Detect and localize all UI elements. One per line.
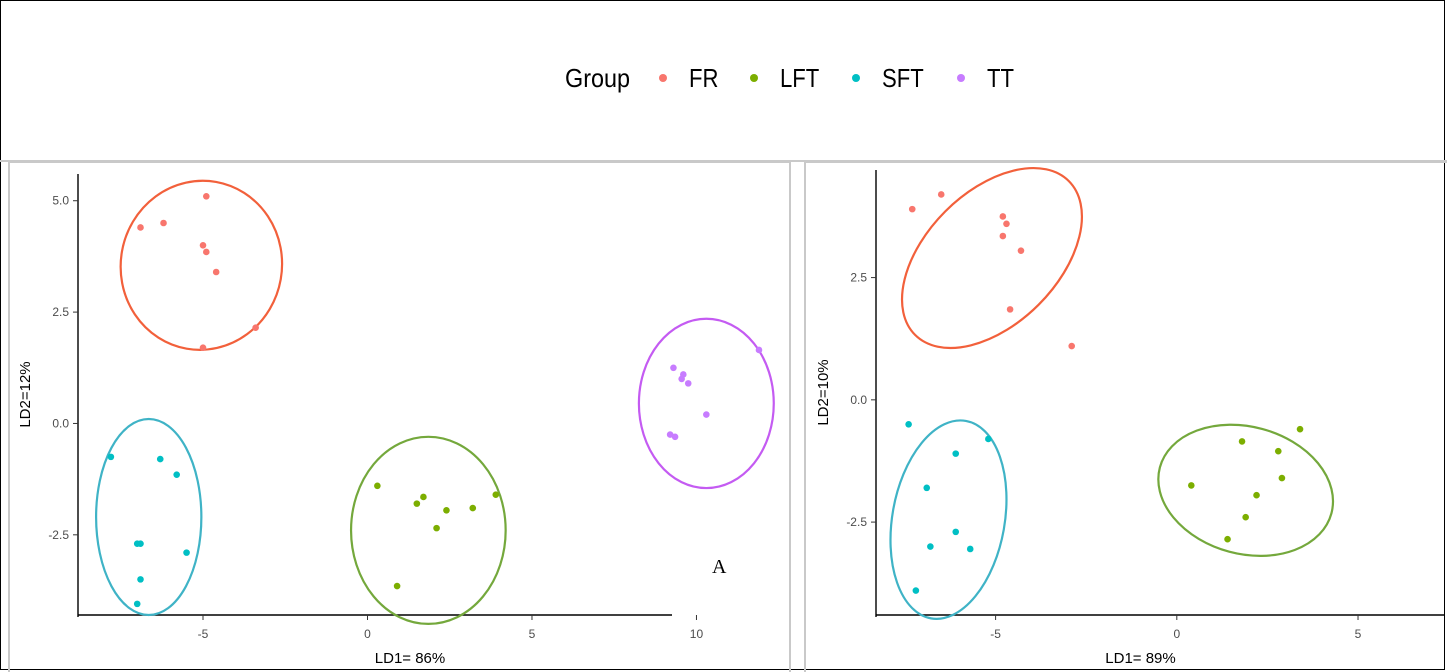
point-tt	[703, 411, 710, 418]
ellipse-lft	[349, 435, 507, 626]
point-fr	[199, 344, 207, 352]
legend-item-fr: FR	[659, 63, 724, 94]
point-lft	[433, 524, 440, 532]
ellipse-sft	[889, 419, 1008, 620]
x-tick-label: -5	[990, 627, 1001, 641]
y-axis-title: LD2=12%	[17, 361, 34, 427]
point-fr	[199, 241, 207, 249]
point-sft	[923, 484, 931, 492]
y-tick-label: -2.5	[846, 515, 867, 529]
x-tick-label: 5	[529, 627, 536, 641]
point-tt	[678, 375, 685, 383]
point-tt	[671, 433, 679, 441]
legend-item-tt: TT	[957, 63, 1019, 94]
legend: Group FR LFT SFT TT	[565, 58, 1045, 98]
point-sft	[927, 543, 934, 550]
point-lft	[443, 507, 450, 514]
legend-label-tt: TT	[987, 62, 1015, 93]
y-tick-label: 5.0	[52, 194, 69, 208]
point-tt	[684, 380, 692, 387]
point-fr	[202, 192, 210, 200]
legend-label-fr: FR	[689, 62, 719, 93]
point-fr	[1017, 247, 1025, 254]
x-tick-label: 0	[364, 627, 371, 641]
legend-swatch-sft	[852, 74, 861, 82]
point-fr	[252, 324, 259, 331]
legend-label-sft: SFT	[882, 62, 924, 93]
point-lft	[374, 482, 381, 490]
point-fr	[212, 268, 220, 276]
point-lft	[1278, 474, 1286, 482]
ellipse-tt	[637, 317, 775, 490]
legend-swatch-lft	[749, 74, 758, 82]
point-tt	[755, 346, 763, 354]
legend-item-sft: SFT	[852, 63, 931, 94]
point-lft	[1274, 447, 1282, 455]
point-lft	[1296, 425, 1304, 433]
point-fr	[160, 219, 167, 227]
point-sft	[952, 528, 960, 536]
y-tick-label: 2.5	[52, 305, 69, 319]
point-sft	[966, 545, 974, 553]
legend-label-lft: LFT	[779, 62, 820, 93]
point-lft	[469, 504, 477, 512]
panel-b-border	[804, 161, 1447, 672]
x-axis-title: LD1= 86%	[375, 650, 445, 667]
point-fr	[202, 248, 210, 256]
point-sft	[137, 576, 144, 583]
ellipse-lft	[1157, 423, 1335, 557]
point-fr	[1068, 342, 1076, 350]
ellipse-fr	[900, 166, 1084, 350]
y-tick-label: 2.5	[850, 271, 867, 285]
point-sft	[156, 455, 164, 463]
ellipse-fr	[119, 179, 284, 351]
point-fr	[137, 224, 144, 231]
x-tick-label: -5	[198, 627, 209, 641]
point-sft	[173, 471, 180, 478]
point-sft	[183, 549, 190, 556]
point-fr	[1003, 220, 1010, 228]
point-sft	[133, 600, 141, 608]
y-tick-label: 0.0	[52, 416, 69, 430]
panel-a-border	[8, 161, 791, 672]
x-tick-label: 5	[1355, 627, 1362, 641]
point-tt	[666, 431, 674, 438]
point-fr	[999, 232, 1007, 240]
point-lft	[1238, 438, 1246, 445]
y-tick-label: 0.0	[850, 393, 867, 407]
x-tick-label: 10	[690, 627, 704, 641]
point-lft	[1253, 491, 1260, 499]
point-lft	[1188, 482, 1195, 489]
point-fr	[937, 191, 945, 198]
point-fr	[1006, 306, 1014, 313]
point-sft	[133, 540, 141, 548]
point-sft	[107, 453, 115, 461]
point-lft	[1242, 513, 1249, 521]
point-sft	[985, 435, 992, 443]
legend-swatch-fr	[659, 74, 668, 82]
y-axis-title: LD2=10%	[815, 359, 832, 425]
legend-item-lft: LFT	[749, 62, 826, 94]
point-lft	[413, 500, 421, 507]
x-axis-title: LD1= 89%	[1105, 650, 1175, 667]
legend-title: Group	[565, 62, 631, 93]
y-tick-label: -2.5	[48, 528, 69, 542]
point-tt	[670, 364, 677, 372]
point-lft	[420, 493, 427, 501]
point-sft	[905, 420, 912, 428]
ellipse-sft	[94, 417, 203, 617]
point-fr	[999, 213, 1007, 220]
point-lft	[492, 491, 500, 499]
legend-swatch-tt	[957, 74, 966, 82]
point-sft	[912, 587, 920, 594]
point-sft	[952, 450, 960, 457]
point-lft	[1224, 535, 1231, 543]
point-fr	[908, 205, 916, 213]
point-lft	[393, 582, 401, 590]
panel-label: A	[712, 556, 727, 578]
x-tick-label: 0	[1173, 627, 1180, 641]
